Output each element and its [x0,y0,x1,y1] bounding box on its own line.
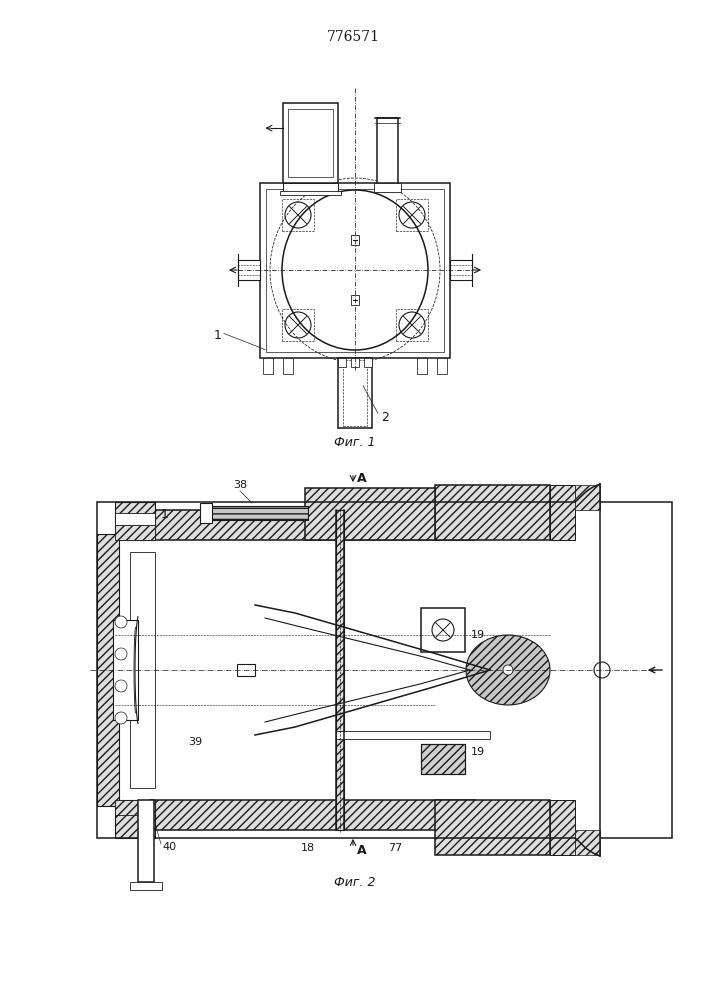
Bar [200,503,212,523]
Bar [115,513,155,525]
Circle shape [115,712,127,724]
Bar [115,525,155,540]
Bar [336,510,344,830]
Bar [150,800,475,830]
Bar [373,182,400,192]
Bar [421,744,465,774]
Bar [115,800,155,815]
Text: 776571: 776571 [327,30,380,44]
Ellipse shape [466,635,550,705]
Bar [396,309,428,341]
Circle shape [115,648,127,660]
Bar [123,665,137,675]
Bar [343,360,367,426]
Bar [283,182,337,192]
Bar [130,882,162,890]
Bar [336,731,490,739]
Circle shape [115,616,127,628]
Bar [123,652,137,662]
Text: 1: 1 [214,329,222,342]
Bar [283,358,293,373]
Bar [123,703,137,713]
Bar [279,190,341,194]
Text: 1: 1 [161,508,169,522]
Bar [435,800,550,855]
Bar [396,199,428,231]
Bar [550,800,575,855]
Bar [283,103,337,182]
Text: 40: 40 [162,842,176,852]
Bar [421,744,465,774]
Bar [138,800,154,882]
Bar [437,358,447,373]
Text: 19: 19 [471,630,485,640]
Ellipse shape [282,190,428,350]
Bar [123,627,137,637]
Text: Фиг. 1: Фиг. 1 [334,436,375,449]
Bar [115,800,155,838]
Bar [575,485,600,510]
Bar [351,235,359,245]
Text: A: A [357,472,367,485]
Text: 38: 38 [233,480,247,490]
Bar [417,358,427,373]
Text: Фиг. 2: Фиг. 2 [334,876,375,888]
Bar [282,309,314,341]
Bar [238,260,260,280]
Bar [338,358,346,366]
Bar [351,358,359,366]
Text: A: A [357,844,367,856]
Bar [282,199,314,231]
Bar [115,502,155,540]
Bar [377,117,397,182]
Bar [123,640,137,650]
Text: 18: 18 [301,843,315,853]
Bar [575,830,600,855]
Bar [263,358,273,373]
Bar [288,108,332,176]
Bar [237,664,255,676]
Bar [97,534,119,806]
Circle shape [503,665,513,675]
Bar [421,608,465,652]
Bar [260,182,450,358]
Bar [305,488,435,540]
Bar [550,485,575,540]
Text: 39: 39 [188,737,202,747]
Circle shape [115,680,127,692]
Text: 2: 2 [381,411,389,424]
Bar [150,510,475,540]
Bar [450,260,472,280]
Bar [123,690,137,700]
Bar [123,678,137,688]
Bar [97,502,672,838]
Bar [130,552,155,788]
Bar [338,358,372,428]
Bar [113,620,138,720]
Bar [435,485,550,540]
Bar [266,188,444,352]
Bar [364,358,372,366]
Text: 19: 19 [471,747,485,757]
Bar [210,506,308,520]
Text: 77: 77 [388,843,402,853]
Bar [351,295,359,305]
